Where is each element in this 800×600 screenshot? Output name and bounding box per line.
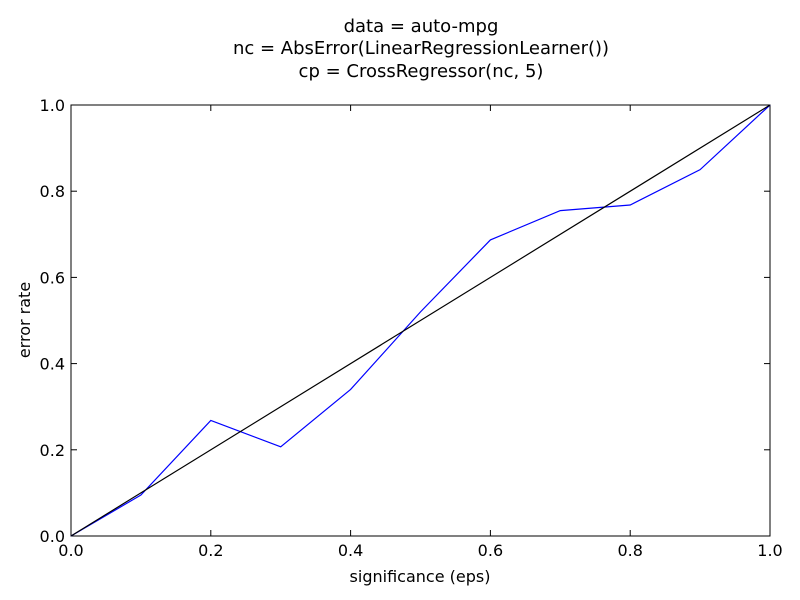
x-tick-label: 0.0	[58, 541, 83, 560]
title-line-3: cp = CrossRegressor(nc, 5)	[299, 61, 544, 82]
ticks: 0.0 0.2 0.4 0.6 0.8 1.0 0.0 0.2 0.4 0.6 0.8 1.0	[40, 96, 783, 560]
plot-frame	[70, 104, 771, 537]
series-group	[70, 104, 771, 537]
x-tick-label: 0.2	[198, 541, 223, 560]
x-tick-label: 0.4	[338, 541, 363, 560]
x-tick-label: 0.6	[478, 541, 503, 560]
y-tick-label: 1.0	[40, 96, 65, 115]
x-tick-label: 1.0	[757, 541, 782, 560]
title-line-1: data = auto-mpg	[344, 16, 499, 37]
series-line-diagonal	[70, 104, 771, 537]
chart-title: data = auto-mpg nc = AbsError(LinearRegr…	[233, 16, 609, 82]
y-tick-label: 0.0	[40, 527, 65, 546]
x-axis-label: significance (eps)	[350, 567, 491, 586]
title-line-2: nc = AbsError(LinearRegressionLearner())	[233, 38, 609, 59]
y-tick-label: 0.4	[40, 355, 65, 374]
y-tick-label: 0.8	[40, 182, 65, 201]
y-tick-label: 0.6	[40, 268, 65, 287]
y-tick-label: 0.2	[40, 441, 65, 460]
y-axis-label: error rate	[15, 282, 34, 358]
x-tick-label: 0.8	[617, 541, 642, 560]
series-line-error-rate	[70, 104, 771, 537]
